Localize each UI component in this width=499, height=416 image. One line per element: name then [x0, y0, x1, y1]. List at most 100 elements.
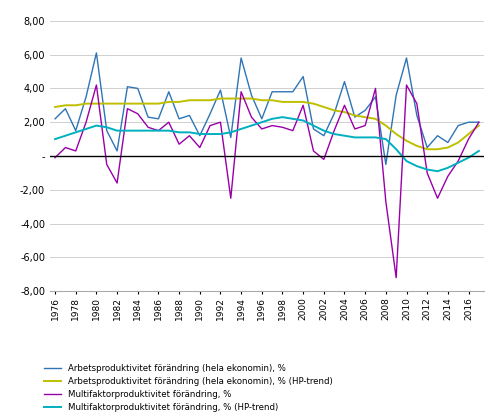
Arbetsproduktivitet förändring (hela ekonomin), % [238, 55, 244, 60]
Arbetsproduktivitet förändring (hela ekonomin), % [414, 113, 420, 118]
Multifaktorproduktivitet förändring, % (HP-trend) [393, 147, 399, 152]
Arbetsproduktivitet förändring (hela ekonomin), % (HP-trend) [259, 98, 265, 103]
Multifaktorproduktivitet förändring, % [414, 101, 420, 106]
Arbetsproduktivitet förändring (hela ekonomin), % (HP-trend) [476, 123, 482, 128]
Arbetsproduktivitet förändring (hela ekonomin), % [310, 126, 316, 131]
Line: Multifaktorproduktivitet förändring, %: Multifaktorproduktivitet förändring, % [55, 85, 479, 278]
Multifaktorproduktivitet förändring, % [331, 128, 337, 133]
Arbetsproduktivitet förändring (hela ekonomin), % [341, 79, 347, 84]
Arbetsproduktivitet förändring (hela ekonomin), % [52, 116, 58, 121]
Multifaktorproduktivitet förändring, % (HP-trend) [238, 126, 244, 131]
Arbetsproduktivitet förändring (hela ekonomin), % [362, 108, 368, 113]
Multifaktorproduktivitet förändring, % (HP-trend) [228, 130, 234, 135]
Multifaktorproduktivitet förändring, % (HP-trend) [52, 136, 58, 141]
Multifaktorproduktivitet förändring, % [424, 171, 430, 176]
Multifaktorproduktivitet förändring, % [155, 128, 161, 133]
Multifaktorproduktivitet förändring, % [62, 145, 68, 150]
Multifaktorproduktivitet förändring, % [373, 86, 379, 91]
Multifaktorproduktivitet förändring, % (HP-trend) [321, 128, 327, 133]
Multifaktorproduktivitet förändring, % (HP-trend) [435, 169, 441, 174]
Arbetsproduktivitet förändring (hela ekonomin), % (HP-trend) [424, 147, 430, 152]
Arbetsproduktivitet förändring (hela ekonomin), % [62, 106, 68, 111]
Arbetsproduktivitet förändring (hela ekonomin), % [393, 93, 399, 98]
Arbetsproduktivitet förändring (hela ekonomin), % [145, 115, 151, 120]
Multifaktorproduktivitet förändring, % [197, 145, 203, 150]
Arbetsproduktivitet förändring (hela ekonomin), % [155, 116, 161, 121]
Arbetsproduktivitet förändring (hela ekonomin), % (HP-trend) [145, 101, 151, 106]
Arbetsproduktivitet förändring (hela ekonomin), % (HP-trend) [93, 101, 99, 106]
Arbetsproduktivitet förändring (hela ekonomin), % (HP-trend) [104, 101, 110, 106]
Multifaktorproduktivitet förändring, % (HP-trend) [445, 165, 451, 170]
Arbetsproduktivitet förändring (hela ekonomin), % (HP-trend) [435, 147, 441, 152]
Multifaktorproduktivitet förändring, % [249, 115, 254, 120]
Arbetsproduktivitet förändring (hela ekonomin), % [187, 113, 193, 118]
Arbetsproduktivitet förändring (hela ekonomin), % [135, 86, 141, 91]
Multifaktorproduktivitet förändring, % [83, 120, 89, 125]
Multifaktorproduktivitet förändring, % [466, 136, 472, 141]
Arbetsproduktivitet förändring (hela ekonomin), % [424, 145, 430, 150]
Multifaktorproduktivitet förändring, % [218, 120, 224, 125]
Arbetsproduktivitet förändring (hela ekonomin), % [455, 123, 461, 128]
Multifaktorproduktivitet förändring, % (HP-trend) [300, 118, 306, 123]
Arbetsproduktivitet förändring (hela ekonomin), % (HP-trend) [83, 101, 89, 106]
Multifaktorproduktivitet förändring, % (HP-trend) [197, 131, 203, 136]
Arbetsproduktivitet förändring (hela ekonomin), % (HP-trend) [404, 138, 410, 143]
Multifaktorproduktivitet förändring, % [269, 123, 275, 128]
Multifaktorproduktivitet förändring, % [290, 128, 296, 133]
Arbetsproduktivitet förändring (hela ekonomin), % (HP-trend) [176, 99, 182, 104]
Multifaktorproduktivitet förändring, % (HP-trend) [249, 123, 254, 128]
Arbetsproduktivitet förändring (hela ekonomin), % [259, 116, 265, 121]
Multifaktorproduktivitet förändring, % (HP-trend) [135, 128, 141, 133]
Multifaktorproduktivitet förändring, % (HP-trend) [466, 155, 472, 160]
Arbetsproduktivitet förändring (hela ekonomin), % [114, 149, 120, 154]
Multifaktorproduktivitet förändring, % (HP-trend) [331, 131, 337, 136]
Multifaktorproduktivitet förändring, % (HP-trend) [269, 116, 275, 121]
Arbetsproduktivitet förändring (hela ekonomin), % (HP-trend) [166, 99, 172, 104]
Arbetsproduktivitet förändring (hela ekonomin), % [331, 111, 337, 116]
Line: Multifaktorproduktivitet förändring, % (HP-trend): Multifaktorproduktivitet förändring, % (… [55, 117, 479, 171]
Multifaktorproduktivitet förändring, % [341, 103, 347, 108]
Multifaktorproduktivitet förändring, % [476, 120, 482, 125]
Multifaktorproduktivitet förändring, % (HP-trend) [424, 167, 430, 172]
Multifaktorproduktivitet förändring, % [238, 89, 244, 94]
Multifaktorproduktivitet förändring, % (HP-trend) [404, 158, 410, 163]
Multifaktorproduktivitet förändring, % [104, 162, 110, 167]
Multifaktorproduktivitet förändring, % [310, 149, 316, 154]
Multifaktorproduktivitet förändring, % [279, 125, 285, 130]
Arbetsproduktivitet förändring (hela ekonomin), % [228, 135, 234, 140]
Multifaktorproduktivitet förändring, % [135, 111, 141, 116]
Multifaktorproduktivitet förändring, % (HP-trend) [187, 130, 193, 135]
Arbetsproduktivitet förändring (hela ekonomin), % [269, 89, 275, 94]
Arbetsproduktivitet förändring (hela ekonomin), % [279, 89, 285, 94]
Multifaktorproduktivitet förändring, % (HP-trend) [414, 163, 420, 168]
Multifaktorproduktivitet förändring, % [435, 196, 441, 201]
Multifaktorproduktivitet förändring, % [362, 123, 368, 128]
Arbetsproduktivitet förändring (hela ekonomin), % (HP-trend) [341, 109, 347, 114]
Line: Arbetsproduktivitet förändring (hela ekonomin), %: Arbetsproduktivitet förändring (hela eko… [55, 53, 479, 164]
Multifaktorproduktivitet förändring, % (HP-trend) [218, 131, 224, 136]
Arbetsproduktivitet förändring (hela ekonomin), % [197, 133, 203, 138]
Multifaktorproduktivitet förändring, % [166, 120, 172, 125]
Arbetsproduktivitet förändring (hela ekonomin), % (HP-trend) [62, 103, 68, 108]
Multifaktorproduktivitet förändring, % (HP-trend) [124, 128, 130, 133]
Legend: Arbetsproduktivitet förändring (hela ekonomin), %, Arbetsproduktivitet förändrin: Arbetsproduktivitet förändring (hela eko… [44, 364, 333, 412]
Arbetsproduktivitet förändring (hela ekonomin), % (HP-trend) [73, 103, 79, 108]
Multifaktorproduktivitet förändring, % (HP-trend) [207, 131, 213, 136]
Arbetsproduktivitet förändring (hela ekonomin), % (HP-trend) [207, 98, 213, 103]
Multifaktorproduktivitet förändring, % (HP-trend) [290, 116, 296, 121]
Arbetsproduktivitet förändring (hela ekonomin), % [300, 74, 306, 79]
Multifaktorproduktivitet förändring, % (HP-trend) [114, 128, 120, 133]
Arbetsproduktivitet förändring (hela ekonomin), % (HP-trend) [466, 131, 472, 136]
Arbetsproduktivitet förändring (hela ekonomin), % (HP-trend) [238, 96, 244, 101]
Line: Arbetsproduktivitet förändring (hela ekonomin), % (HP-trend): Arbetsproduktivitet förändring (hela eko… [55, 99, 479, 149]
Multifaktorproduktivitet förändring, % (HP-trend) [104, 125, 110, 130]
Arbetsproduktivitet förändring (hela ekonomin), % [166, 89, 172, 94]
Arbetsproduktivitet förändring (hela ekonomin), % [466, 120, 472, 125]
Multifaktorproduktivitet förändring, % (HP-trend) [155, 128, 161, 133]
Multifaktorproduktivitet förändring, % (HP-trend) [362, 135, 368, 140]
Arbetsproduktivitet förändring (hela ekonomin), % (HP-trend) [455, 140, 461, 145]
Multifaktorproduktivitet förändring, % (HP-trend) [62, 133, 68, 138]
Arbetsproduktivitet förändring (hela ekonomin), % [476, 120, 482, 125]
Arbetsproduktivitet förändring (hela ekonomin), % [104, 128, 110, 133]
Arbetsproduktivitet förändring (hela ekonomin), % [207, 111, 213, 116]
